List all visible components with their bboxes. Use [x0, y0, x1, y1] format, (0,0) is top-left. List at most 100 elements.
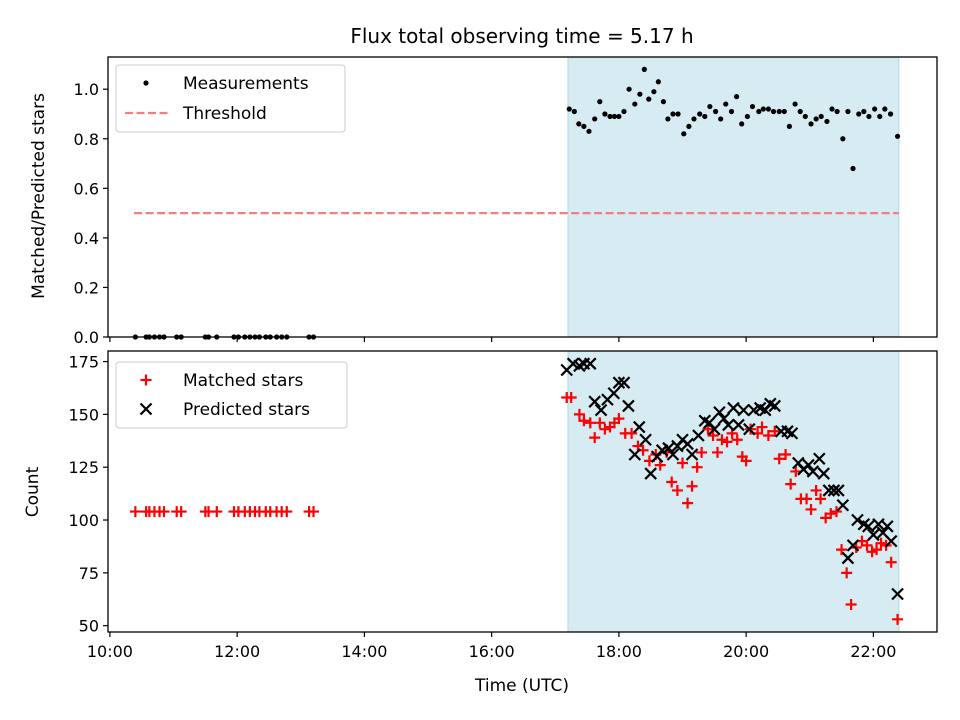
- bottom-x-tick-label: 12:00: [214, 642, 260, 661]
- measurement-point: [602, 111, 608, 117]
- predicted-star-point: [884, 534, 898, 548]
- bottom-panel: 50 75 100 125 150 175 10:00 12:00 14:00 16:00 18:…: [23, 350, 938, 696]
- matched-star-point: [815, 493, 827, 505]
- measurement-point: [834, 108, 840, 115]
- measurement-point: [856, 111, 862, 117]
- predicted-star-point: [612, 376, 626, 389]
- measurement-point: [894, 133, 901, 139]
- predicted-star-point: [822, 484, 836, 497]
- matched-star-point: [613, 413, 625, 425]
- matched-star-point: [129, 506, 141, 518]
- matched-star-point: [892, 613, 904, 625]
- measurement-point: [872, 106, 878, 112]
- predicted-star-point: [666, 448, 680, 461]
- measurement-point: [877, 113, 883, 120]
- matched-star-point: [885, 556, 897, 568]
- measurement-point: [850, 165, 856, 172]
- matched-star-point: [871, 544, 883, 556]
- matched-star-point: [175, 506, 187, 518]
- matched-star-point: [654, 459, 666, 471]
- matched-star-point: [158, 506, 170, 518]
- predicted-star-point: [583, 357, 597, 370]
- bottom-x-ticks: 10:00 12:00 14:00 16:00 18:00 20:00 22:00: [87, 632, 896, 661]
- matched-star-point: [578, 415, 590, 427]
- bottom-y-tick-label: 125: [68, 458, 99, 477]
- matched-star-point: [626, 427, 638, 439]
- measurement-point: [697, 111, 703, 117]
- bottom-x-tick-label: 22:00: [850, 642, 896, 661]
- measurement-point: [887, 111, 894, 117]
- matched-star-points: [129, 391, 904, 625]
- measurement-point: [576, 121, 582, 127]
- predicted-star-point: [737, 403, 750, 417]
- legend-label-measurements: Measurements: [183, 74, 309, 94]
- predicted-star-point: [685, 448, 699, 461]
- predicted-star-point: [692, 429, 705, 442]
- measurement-point: [786, 123, 792, 129]
- predicted-star-point: [681, 437, 694, 451]
- predicted-star-point: [891, 587, 904, 601]
- matched-star-point: [773, 453, 785, 465]
- legend-marker-matched-stars: [140, 374, 152, 386]
- bottom-y-tick-label: 50: [79, 617, 99, 636]
- predicted-star-point: [722, 418, 735, 432]
- measurement-point: [845, 108, 851, 115]
- measurement-point: [660, 99, 667, 105]
- matched-star-point: [721, 436, 733, 448]
- measurement-point: [665, 116, 671, 122]
- top-y-tick-label: 0.8: [74, 130, 99, 149]
- matched-star-point: [830, 506, 842, 518]
- measurement-point: [802, 113, 808, 120]
- predicted-star-point: [628, 448, 642, 461]
- legend-label-matched-stars: Matched stars: [183, 371, 303, 391]
- matched-star-point: [740, 455, 752, 467]
- top-panel: 0.0 0.2 0.4 0.6 0.8 1.0 Matched/Predicted sta…: [29, 56, 938, 347]
- top-axes-frame: [107, 56, 938, 338]
- matched-star-point: [762, 430, 774, 442]
- matched-star-point: [861, 539, 873, 551]
- measurement-point: [829, 106, 835, 112]
- bottom-observing-window: [567, 350, 900, 633]
- matched-star-point: [731, 434, 743, 446]
- bottom-legend-box: [115, 361, 348, 429]
- predicted-star-point: [713, 405, 726, 419]
- matched-star-point: [785, 478, 797, 490]
- measurement-point: [566, 106, 572, 112]
- predicted-star-point: [862, 520, 875, 533]
- matched-star-point: [769, 425, 781, 437]
- predicted-star-point: [881, 520, 894, 533]
- measurement-point: [707, 103, 713, 110]
- measurement-point: [882, 106, 888, 112]
- measurement-point: [632, 101, 638, 107]
- matched-star-point: [686, 480, 698, 492]
- predicted-star-point: [846, 539, 860, 552]
- bottom-x-tick-label: 14:00: [341, 642, 387, 661]
- measurement-point: [686, 123, 692, 129]
- top-y-tick-label: 0.0: [74, 328, 99, 347]
- measurement-point: [607, 113, 613, 120]
- top-y-tick-label: 0.4: [74, 229, 99, 248]
- matched-star-point: [845, 599, 857, 611]
- matched-star-point: [584, 417, 596, 429]
- predicted-star-point: [802, 458, 815, 472]
- measurement-point: [813, 116, 819, 122]
- legend-x: [139, 402, 153, 416]
- bottom-y-tick-label: 175: [68, 353, 99, 372]
- top-y-tick-label: 0.2: [74, 278, 99, 297]
- predicted-star-point: [743, 422, 756, 436]
- predicted-star-point: [806, 465, 820, 478]
- matched-star-point: [211, 506, 223, 518]
- predicted-star-point: [732, 418, 745, 432]
- legend-marker-measurements: [143, 80, 149, 86]
- measurement-point: [770, 108, 777, 115]
- predicted-star-points: [560, 357, 904, 601]
- x-axis-label: Time (UTC): [474, 676, 569, 696]
- measurement-point: [808, 121, 814, 127]
- predicted-star-point: [768, 399, 782, 413]
- legend-marker-predicted-stars: [139, 402, 153, 416]
- bottom-x-tick-label: 16:00: [469, 642, 515, 661]
- measurement-point: [646, 96, 652, 102]
- measurement-point: [681, 131, 687, 137]
